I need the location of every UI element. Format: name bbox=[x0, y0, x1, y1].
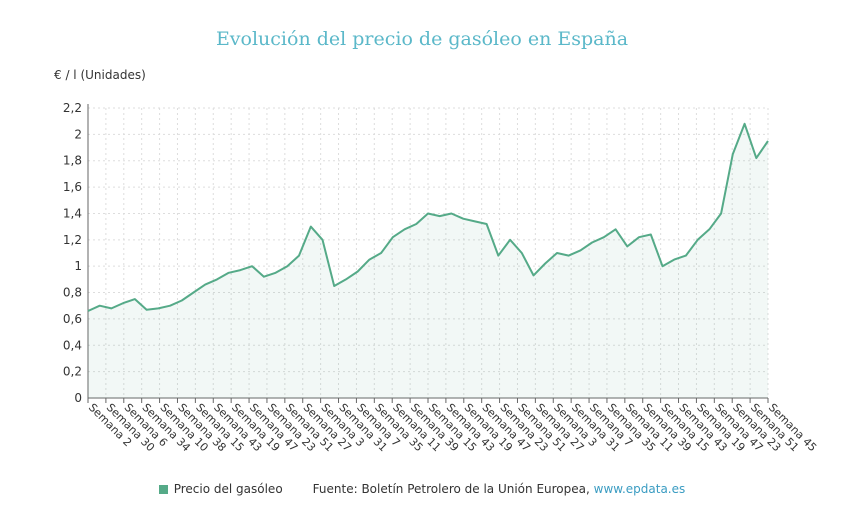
y-tick-label: 1 bbox=[74, 259, 82, 273]
y-tick-label: 1,2 bbox=[63, 233, 82, 247]
y-tick-label: 0,4 bbox=[63, 338, 82, 352]
y-tick-label: 1,8 bbox=[63, 154, 82, 168]
legend-label: Precio del gasóleo bbox=[173, 482, 283, 496]
chart-title: Evolución del precio de gasóleo en Españ… bbox=[215, 28, 629, 50]
source-text: Fuente: Boletín Petrolero de la Unión Eu… bbox=[312, 482, 594, 496]
y-axis-label: € / l (Unidades) bbox=[54, 68, 146, 82]
y-tick-label: 1,4 bbox=[63, 206, 82, 220]
legend-swatch-icon bbox=[158, 485, 168, 494]
source-link[interactable]: www.epdata.es bbox=[593, 482, 686, 496]
y-tick-label: 0,6 bbox=[63, 312, 82, 326]
y-tick-label: 0,8 bbox=[63, 286, 82, 300]
chart-footer: Precio del gasóleo Fuente: Boletín Petrol… bbox=[0, 482, 844, 496]
y-tick-label: 2,2 bbox=[63, 101, 82, 115]
y-tick-label: 1,6 bbox=[63, 180, 82, 194]
series-area bbox=[88, 123, 768, 399]
series-line bbox=[87, 122, 769, 312]
y-tick-label: 0 bbox=[74, 391, 82, 405]
y-tick-label: 2 bbox=[74, 127, 82, 141]
y-tick-label: 0,2 bbox=[63, 365, 82, 379]
